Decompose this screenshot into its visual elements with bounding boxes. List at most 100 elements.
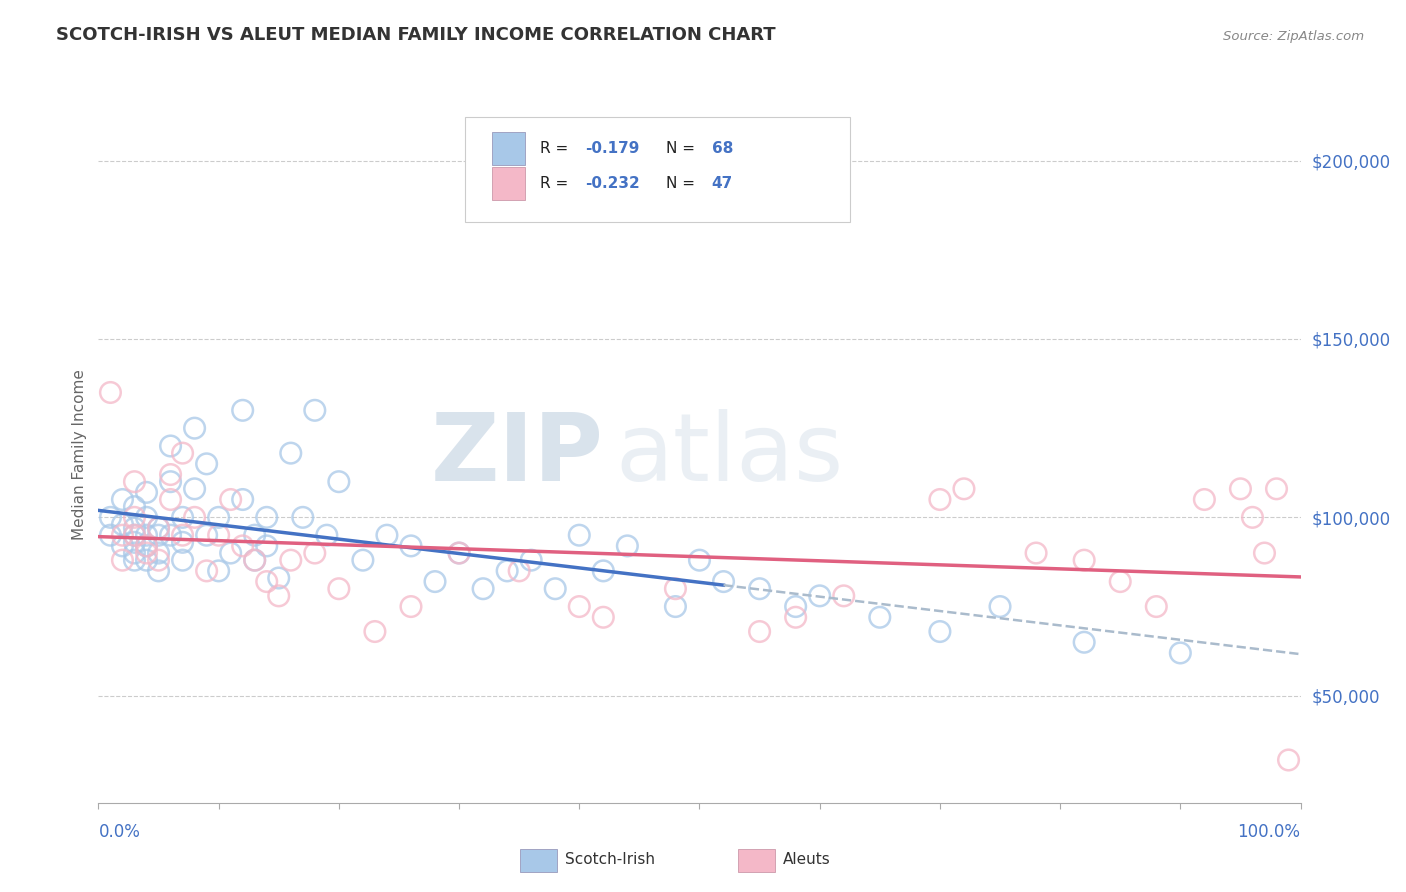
Point <box>267 589 290 603</box>
Point <box>232 492 254 507</box>
Point <box>988 599 1011 614</box>
Point <box>267 571 290 585</box>
Point <box>256 574 278 589</box>
Point <box>100 385 122 400</box>
Point <box>616 539 638 553</box>
Point <box>328 475 350 489</box>
Point <box>1073 553 1095 567</box>
Point <box>124 528 146 542</box>
Point <box>172 553 194 567</box>
Point <box>785 610 807 624</box>
Text: Aleuts: Aleuts <box>783 853 831 867</box>
Point <box>1170 646 1192 660</box>
Point <box>111 553 134 567</box>
Point <box>124 528 146 542</box>
Point <box>111 492 134 507</box>
Text: Scotch-Irish: Scotch-Irish <box>565 853 655 867</box>
Point <box>135 553 157 567</box>
Point <box>124 553 146 567</box>
Point <box>1229 482 1251 496</box>
Point <box>124 535 146 549</box>
Point <box>664 599 686 614</box>
Point <box>399 539 422 553</box>
Point <box>1241 510 1264 524</box>
Point <box>520 553 543 567</box>
Point <box>399 599 422 614</box>
Point <box>148 564 170 578</box>
Point <box>243 553 266 567</box>
Point <box>135 539 157 553</box>
Point <box>124 546 146 560</box>
Point <box>135 510 157 524</box>
Point <box>664 582 686 596</box>
Point <box>219 492 242 507</box>
Point <box>1194 492 1216 507</box>
Point <box>447 546 470 560</box>
Point <box>135 546 157 560</box>
Point <box>1109 574 1132 589</box>
Point <box>1277 753 1299 767</box>
Point <box>148 546 170 560</box>
Point <box>159 528 181 542</box>
Text: 0.0%: 0.0% <box>98 822 141 840</box>
Point <box>953 482 976 496</box>
Point <box>328 582 350 596</box>
Text: 68: 68 <box>711 141 733 156</box>
Point <box>148 521 170 535</box>
Bar <box>492 167 526 201</box>
Point <box>869 610 891 624</box>
Point <box>280 553 302 567</box>
Text: -0.179: -0.179 <box>585 141 640 156</box>
Text: SCOTCH-IRISH VS ALEUT MEDIAN FAMILY INCOME CORRELATION CHART: SCOTCH-IRISH VS ALEUT MEDIAN FAMILY INCO… <box>56 26 776 44</box>
Point <box>159 467 181 482</box>
Point <box>256 510 278 524</box>
Point <box>195 528 218 542</box>
Point <box>568 599 591 614</box>
Point <box>219 546 242 560</box>
Point <box>472 582 495 596</box>
Point <box>208 510 231 524</box>
Point <box>592 610 614 624</box>
Point <box>124 475 146 489</box>
Point <box>148 553 170 567</box>
Point <box>928 624 950 639</box>
Point <box>280 446 302 460</box>
Point <box>447 546 470 560</box>
Point <box>183 421 205 435</box>
FancyBboxPatch shape <box>465 118 849 222</box>
Point <box>232 403 254 417</box>
Point <box>256 539 278 553</box>
Point <box>808 589 831 603</box>
Point <box>1253 546 1275 560</box>
Point <box>111 517 134 532</box>
Point <box>243 528 266 542</box>
Point <box>183 482 205 496</box>
Point <box>688 553 710 567</box>
Point <box>195 564 218 578</box>
Point <box>832 589 855 603</box>
Point <box>568 528 591 542</box>
Bar <box>492 132 526 166</box>
Point <box>172 528 194 542</box>
Point <box>232 539 254 553</box>
Point <box>100 528 122 542</box>
Text: -0.232: -0.232 <box>585 176 640 191</box>
Point <box>364 624 387 639</box>
Point <box>148 521 170 535</box>
Text: atlas: atlas <box>616 409 844 501</box>
Point <box>208 528 231 542</box>
Point <box>100 510 122 524</box>
Point <box>592 564 614 578</box>
Point <box>1073 635 1095 649</box>
Point <box>135 528 157 542</box>
Point <box>124 500 146 514</box>
Point <box>111 528 134 542</box>
Point <box>183 510 205 524</box>
Point <box>508 564 530 578</box>
Point <box>375 528 398 542</box>
Point <box>748 624 770 639</box>
Point <box>124 510 146 524</box>
Point <box>135 539 157 553</box>
Text: ZIP: ZIP <box>430 409 603 501</box>
Point <box>544 582 567 596</box>
